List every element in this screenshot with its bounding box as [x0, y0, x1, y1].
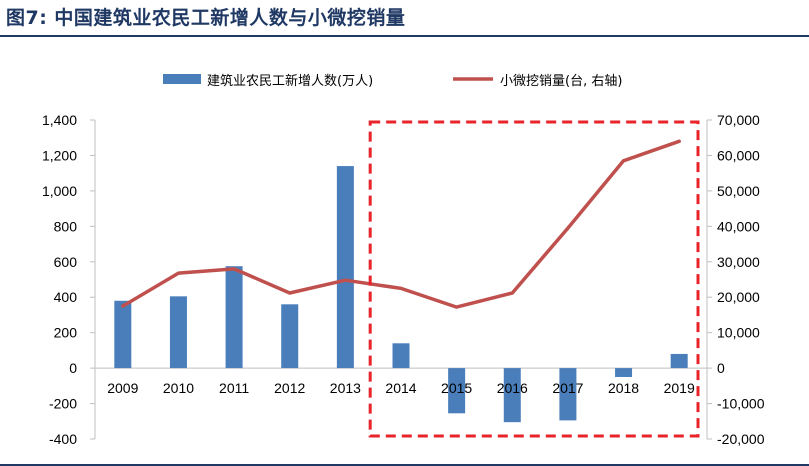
bar — [169, 296, 187, 369]
bar — [225, 266, 243, 369]
right-tick-label: 70,000 — [717, 112, 760, 128]
left-tick-label: 600 — [54, 254, 78, 270]
bar — [336, 166, 354, 369]
left-tick-label: 1,000 — [42, 183, 77, 199]
highlight-box — [368, 120, 700, 438]
bar — [615, 368, 633, 377]
left-tick-label: 1,400 — [42, 112, 77, 128]
right-tick-label: -20,000 — [717, 431, 765, 447]
left-tick-label: -400 — [49, 431, 77, 447]
left-tick-label: 0 — [69, 360, 77, 376]
right-tick-label: -10,000 — [717, 396, 765, 412]
right-tick-label: 40,000 — [717, 218, 760, 234]
left-tick-label: 800 — [54, 218, 78, 234]
x-tick-label: 2017 — [552, 380, 583, 396]
bar — [114, 300, 132, 369]
bar — [281, 304, 299, 369]
right-tick-label: 20,000 — [717, 289, 760, 305]
right-tick-label: 0 — [717, 360, 725, 376]
right-tick-label: 60,000 — [717, 147, 760, 163]
bar — [392, 343, 410, 369]
x-tick-label: 2009 — [107, 380, 138, 396]
left-tick-label: 200 — [54, 325, 78, 341]
legend-swatch-bar — [163, 74, 201, 84]
legend-label-bar: 建筑业农民工新增人数(万人) — [207, 73, 373, 89]
x-tick-label: 2018 — [608, 380, 639, 396]
legend: 建筑业农民工新增人数(万人) 小微挖销量(台, 右轴) — [163, 73, 622, 89]
x-tick-label: 2016 — [497, 380, 528, 396]
legend-label-line: 小微挖销量(台, 右轴) — [500, 74, 622, 89]
title-divider — [0, 35, 809, 37]
right-tick-label: 10,000 — [717, 325, 760, 341]
right-tick-label: 30,000 — [717, 254, 760, 270]
bar — [559, 368, 577, 421]
bar — [448, 368, 466, 414]
x-tick-label: 2013 — [330, 380, 361, 396]
x-tick-label: 2015 — [441, 380, 472, 396]
right-tick-label: 50,000 — [717, 183, 760, 199]
x-tick-label: 2010 — [163, 380, 194, 396]
left-tick-label: -200 — [49, 396, 77, 412]
x-tick-label: 2012 — [274, 380, 305, 396]
x-tick-label: 2011 — [219, 380, 249, 396]
bar — [670, 353, 688, 369]
left-tick-label: 400 — [54, 289, 78, 305]
x-tick-label: 2014 — [385, 380, 416, 396]
figure-title: 图7: 中国建筑业农民工新增人数与小微挖销量 — [6, 7, 406, 29]
bar — [503, 368, 521, 423]
x-tick-label: 2019 — [664, 380, 695, 396]
line-series — [121, 139, 681, 309]
bottom-divider — [0, 464, 809, 466]
left-tick-label: 1,200 — [42, 147, 77, 163]
